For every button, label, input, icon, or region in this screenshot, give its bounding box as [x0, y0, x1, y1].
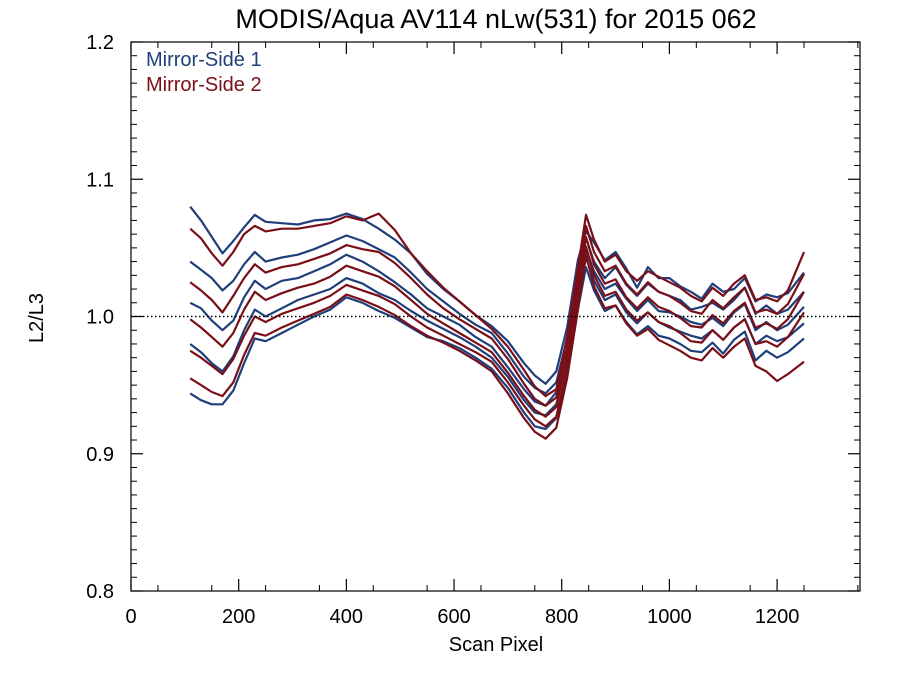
x-axis-ticks	[130, 42, 859, 591]
x-tick-label: 600	[437, 606, 470, 628]
series-line-3	[189, 248, 805, 407]
x-tick-label: 0	[125, 606, 136, 628]
series-line-7	[189, 224, 805, 407]
legend-entry: Mirror-Side 2	[146, 74, 262, 96]
series-line-10	[189, 253, 805, 440]
legend: Mirror-Side 1 Mirror-Side 2	[146, 49, 262, 96]
series-line-9	[189, 245, 805, 428]
series-line-8	[189, 235, 805, 418]
x-tick-label: 400	[330, 606, 363, 628]
x-tick-label: 800	[545, 606, 578, 628]
x-tick-label: 200	[222, 606, 255, 628]
chart-title: MODIS/Aqua AV114 nLw(531) for 2015 062	[235, 4, 756, 34]
x-tick-label: 1200	[755, 606, 800, 628]
y-axis-label: L2/L3	[26, 293, 48, 343]
series-line-5	[189, 266, 805, 431]
x-axis-tick-labels: 0 200 400 600 800 1000 1200	[125, 606, 799, 628]
y-tick-label: 1.2	[86, 32, 114, 54]
y-tick-label: 1.1	[86, 169, 114, 191]
x-tick-label: 1000	[647, 606, 692, 628]
y-tick-label: 0.8	[86, 581, 114, 603]
series-line-6	[189, 212, 806, 398]
y-axis-tick-labels: 0.8 0.9 1.0 1.1 1.2	[86, 32, 114, 603]
legend-entry: Mirror-Side 1	[146, 49, 262, 71]
x-axis-label: Scan Pixel	[449, 634, 544, 656]
y-axis-ticks	[131, 41, 860, 592]
y-tick-label: 0.9	[86, 444, 114, 466]
y-tick-label: 1.0	[86, 307, 114, 329]
plot-lines	[189, 206, 806, 440]
series-line-1	[189, 206, 805, 385]
